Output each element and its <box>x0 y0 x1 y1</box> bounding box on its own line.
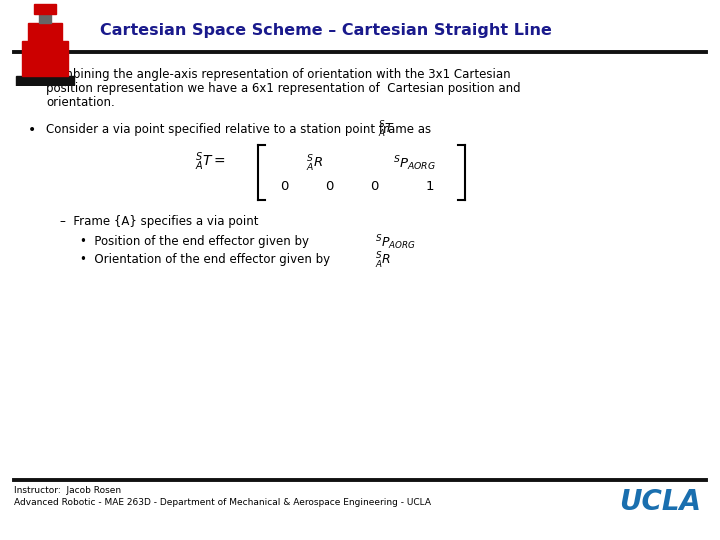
Text: Combining the angle-axis representation of orientation with the 3x1 Cartesian: Combining the angle-axis representation … <box>46 68 510 81</box>
Text: $0$: $0$ <box>370 179 379 192</box>
Text: •: • <box>28 123 36 137</box>
Text: –  Frame {A} specifies a via point: – Frame {A} specifies a via point <box>60 215 258 228</box>
Text: position representation we have a 6x1 representation of  Cartesian position and: position representation we have a 6x1 re… <box>46 82 521 95</box>
Text: $1$: $1$ <box>426 179 435 192</box>
Text: $^S_AR$: $^S_AR$ <box>375 251 391 271</box>
Bar <box>16 76 74 86</box>
Text: orientation.: orientation. <box>46 96 114 109</box>
Text: Cartesian Space Scheme – Cartesian Straight Line: Cartesian Space Scheme – Cartesian Strai… <box>100 23 552 37</box>
Text: $^S_AR$: $^S_AR$ <box>307 154 323 174</box>
Text: $^SP_{AORG}$: $^SP_{AORG}$ <box>393 154 436 173</box>
Text: $^S_AT$: $^S_AT$ <box>378 120 395 140</box>
Text: •  Position of the end effector given by: • Position of the end effector given by <box>80 235 312 248</box>
Text: •: • <box>28 68 36 82</box>
Text: $0$: $0$ <box>280 179 289 192</box>
Bar <box>39 13 51 23</box>
Text: UCLA: UCLA <box>619 488 701 516</box>
Text: $0$: $0$ <box>325 179 335 192</box>
Text: $^S_AT =$: $^S_AT =$ <box>195 151 226 173</box>
Bar <box>22 41 68 76</box>
Text: Consider a via point specified relative to a station point frame as: Consider a via point specified relative … <box>46 123 435 136</box>
Bar <box>29 23 62 41</box>
Text: •  Orientation of the end effector given by: • Orientation of the end effector given … <box>80 253 334 266</box>
Text: Advanced Robotic - MAE 263D - Department of Mechanical & Aerospace Engineering -: Advanced Robotic - MAE 263D - Department… <box>14 498 431 507</box>
Bar <box>35 4 55 15</box>
Text: $^SP_{AORG}$: $^SP_{AORG}$ <box>375 233 416 252</box>
Text: Instructor:  Jacob Rosen: Instructor: Jacob Rosen <box>14 486 121 495</box>
